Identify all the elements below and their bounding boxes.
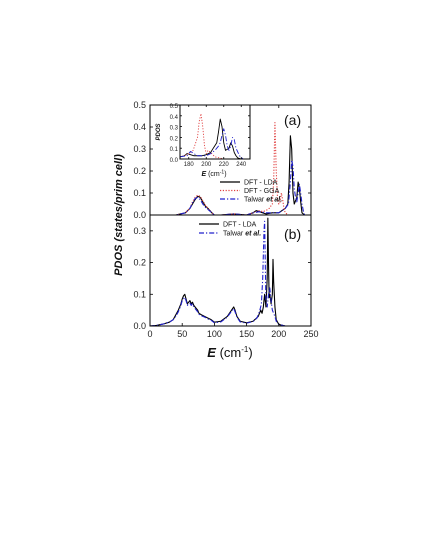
a-ytick-label-3: 0.3 (133, 144, 146, 154)
a-ytick-label-0: 0.0 (133, 210, 146, 220)
a-ytick-label-2: 0.2 (133, 166, 146, 176)
b-ytick-label-2: 0.2 (133, 258, 146, 268)
a-ytick-label-1: 0.1 (133, 188, 146, 198)
b-ytick-label-0: 0.0 (133, 321, 146, 331)
inset-ytick-label-1: 0.1 (170, 147, 179, 153)
inset-background (180, 105, 250, 159)
inset-plot: 0.0 0.1 0.2 0.3 0.4 0.5 180 200 220 240 PDOS E (cm-… (156, 104, 251, 179)
a-ytick-label-4: 0.4 (133, 122, 146, 132)
b-xtick-label-0: 0 (147, 329, 152, 339)
b-xtick-label-5: 250 (303, 329, 318, 339)
b-ytick-label-3: 0.3 (133, 226, 146, 236)
x-axis-label: E (cm-1) (207, 345, 252, 360)
a-ytick-label-5: 0.5 (133, 100, 146, 110)
inset-ytick-label-3: 0.3 (170, 126, 179, 132)
b-series-1 (149, 220, 311, 327)
y-axis-label: PDOS (states/prim cell) (113, 154, 125, 276)
inset-ytick-label-5: 0.5 (170, 104, 179, 110)
inset-xtick-label-3: 240 (236, 162, 247, 168)
inset-xtick-label-2: 220 (219, 162, 230, 168)
b-legend-label-0: DFT - LDA (223, 222, 257, 229)
a-legend-label-1: DFT - GGA (244, 188, 280, 195)
inset-ytick-label-2: 0.2 (170, 136, 179, 142)
panel-b: 0.0 0.1 0.2 0.3 0 50 100 150 200 250 (b) DFT - LDA T… (133, 214, 319, 339)
panel-a-label: (a) (284, 112, 301, 128)
axis-labels: PDOS (states/prim cell) E (cm-1) (113, 154, 253, 360)
inset-series-2 (179, 128, 250, 160)
inset-series-1 (179, 113, 250, 160)
b-xtick-label-4: 200 (271, 329, 286, 339)
b-series-0 (149, 217, 311, 327)
b-xtick-label-2: 100 (207, 329, 222, 339)
a-legend-label-0: DFT - LDA (244, 180, 278, 187)
inset-ylabel: PDOS (156, 123, 162, 140)
a-series-2 (150, 159, 311, 216)
a-series-1 (150, 122, 311, 216)
b-xtick-label-1: 50 (177, 329, 187, 339)
inset-series-0 (179, 118, 250, 160)
b-ytick-label-1: 0.1 (133, 289, 146, 299)
b-legend-label-1: Talwar et al. (223, 231, 261, 238)
panel-b-frame (149, 214, 312, 327)
inset-frame (179, 104, 251, 160)
inset-xtick-label-1: 200 (201, 162, 212, 168)
a-legend-label-2: Talwar et al. (244, 197, 282, 204)
inset-ytick-label-4: 0.4 (170, 115, 179, 121)
inset-xtick-label-0: 180 (184, 162, 195, 168)
panel-b-label: (b) (284, 226, 301, 242)
inset-ytick-label-0: 0.0 (170, 158, 179, 164)
inset-xlabel: E (cm-1) (201, 170, 226, 179)
b-xtick-label-3: 150 (239, 329, 254, 339)
